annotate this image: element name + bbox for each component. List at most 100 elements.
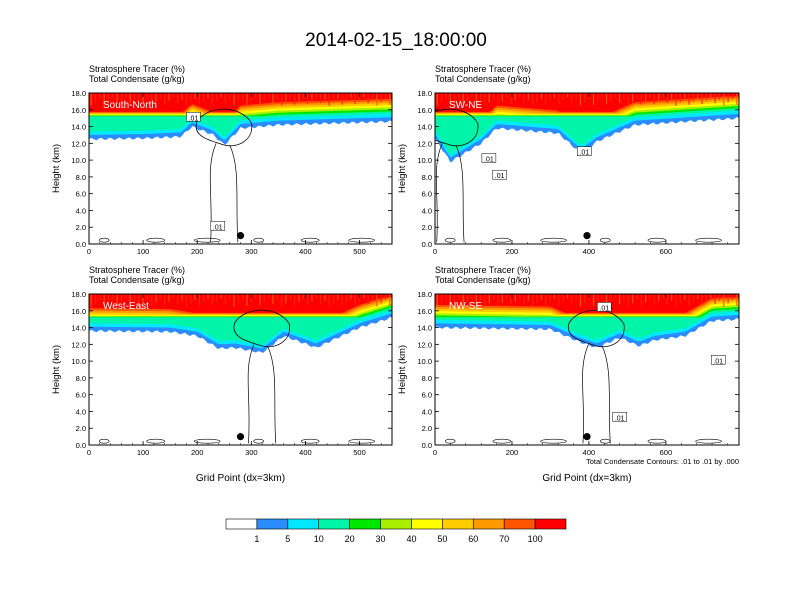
condensate-contour [253,438,264,444]
x-tick-label: 400 [299,247,312,256]
y-tick-label: 2.0 [76,223,86,232]
condensate-contour [647,237,667,243]
y-tick-label: 18.0 [417,290,432,299]
y-tick-label: 18.0 [71,290,86,299]
y-tick-label: 16.0 [71,106,86,115]
x-tick-label: 200 [506,247,519,256]
tracer-field [89,294,392,444]
x-tick-label: 0 [433,448,437,457]
y-tick-label: 18.0 [71,89,86,98]
y-tick-label: 6.0 [422,190,432,199]
colorbar-tick-label: 30 [376,534,386,544]
panel-title-line1: Stratosphere Tracer (%) [435,265,531,275]
panel-label: South-North [103,100,157,111]
y-axis-label: Height (km) [51,144,62,193]
panel-nw-se: .01 .01 .01 0.0 2.0 4.0 6.0 8.0 10.0 12.0 14.0 16.0… [397,265,740,484]
location-marker [236,433,245,441]
contour-label: .01 [189,115,199,122]
y-tick-label: 10.0 [417,156,432,165]
condensate-contour [300,237,320,243]
condensate-contour [98,438,110,444]
y-tick-label: 6.0 [76,190,86,199]
x-tick-label: 0 [87,247,91,256]
colorbar-swatch [225,518,258,530]
condensate-contour [348,438,376,444]
colorbar-tick-label: 20 [345,534,355,544]
plot-frame [434,293,740,446]
x-tick-label: 100 [137,247,150,256]
panel-label: NW-SE [449,301,482,312]
condensate-contour [695,237,722,243]
y-tick-label: 4.0 [76,206,86,215]
x-tick-label: 500 [353,448,366,457]
panel-title-line2: Total Condensate (g/kg) [435,74,531,84]
y-axis-label: Height (km) [397,345,408,394]
x-tick-label: 600 [660,448,673,457]
colorbar-swatch [503,518,536,530]
y-tick-label: 8.0 [76,374,86,383]
x-tick-label: 600 [660,247,673,256]
condensate-contour [582,344,611,444]
condensate-contour [492,237,512,243]
y-tick-label: 10.0 [71,357,86,366]
panel-title-line2: Total Condensate (g/kg) [89,275,185,285]
colorbar-tick-label: 50 [437,534,447,544]
y-tick-label: 0.0 [76,441,86,450]
x-tick-label: 400 [299,448,312,457]
contour-label: .01 [579,150,589,157]
colorbar-tick-label: 70 [499,534,509,544]
condensate-contour [247,344,277,444]
contour-label: .01 [713,358,723,365]
condensate-contour [193,237,221,243]
contour-footnote: Total Condensate Contours: .01 to .01 by… [586,457,739,466]
condensate-contour [567,309,625,348]
y-tick-label: 8.0 [422,173,432,182]
x-tick-label: 300 [245,247,258,256]
location-marker [583,232,591,240]
y-tick-label: 14.0 [417,324,432,333]
condensate-contour [195,108,252,147]
colorbar-tick-label: 60 [468,534,478,544]
panel-title-line2: Total Condensate (g/kg) [435,275,531,285]
condensate-contour [599,237,611,243]
colorbar-tick-label: 1 [254,534,259,544]
condensate-contour [146,438,165,444]
figure-title: 2014-02-15_18:00:00 [305,30,487,51]
x-axis-label: Grid Point (dx=3km) [542,473,631,484]
contour-label-box [481,153,497,163]
condensate-contour [98,237,110,243]
y-tick-label: 2.0 [422,424,432,433]
panel-title-line1: Stratosphere Tracer (%) [435,64,531,74]
colorbar-swatch [256,518,289,530]
y-tick-label: 12.0 [417,139,432,148]
x-tick-label: 400 [583,247,596,256]
condensate-contour [435,108,479,147]
panel-title-line1: Stratosphere Tracer (%) [89,265,185,275]
location-marker [583,433,591,441]
x-tick-label: 200 [191,247,204,256]
colorbar-swatch [287,518,320,530]
x-tick-label: 100 [137,448,150,457]
tracer-field [89,93,392,243]
y-tick-label: 0.0 [422,240,432,249]
condensate-contour [253,237,264,243]
colorbar-tick-label: 100 [528,534,543,544]
colorbar-swatch [442,518,474,530]
colorbar-tick-label: 10 [314,534,324,544]
contour-label-box [210,221,226,231]
tracer-field [435,294,739,444]
colorbar-swatch [411,518,443,530]
condensate-contour [300,438,320,444]
condensate-contour [193,438,221,444]
condensate-contour [599,438,611,444]
colorbar-swatch [534,518,567,530]
condensate-contour [348,237,376,243]
x-tick-label: 0 [87,448,91,457]
contour-label: .01 [213,224,223,231]
panel-south-north: .01 .01 0.0 2.0 4.0 6.0 8.0 10.0 12.0 14.0 16.0 18.… [51,64,393,256]
contour-label: .01 [615,415,625,422]
y-tick-label: 10.0 [417,357,432,366]
y-axis-label: Height (km) [397,144,408,193]
y-tick-label: 16.0 [417,307,432,316]
